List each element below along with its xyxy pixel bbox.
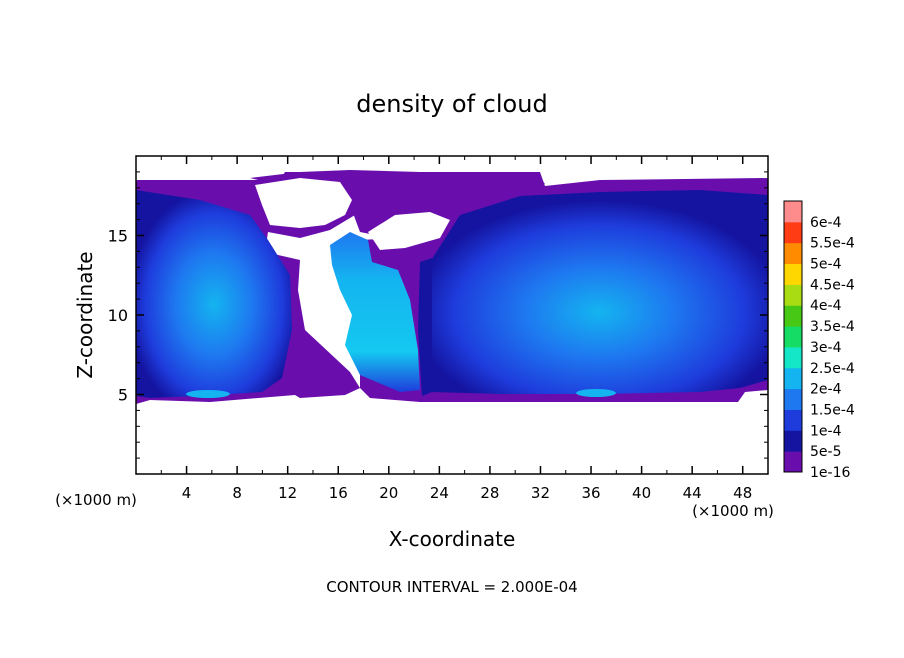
- density-lens-right: [576, 389, 616, 397]
- colorbar-label: 2.5e-4: [810, 361, 855, 377]
- x-tick-label: 20: [379, 484, 398, 502]
- colorbar-swatch: [784, 451, 802, 473]
- y-axis-label: Z-coordinate: [73, 251, 97, 378]
- x-tick-label: 40: [632, 484, 651, 502]
- colorbar-swatch: [784, 388, 802, 410]
- colorbar-label: 5e-5: [810, 444, 841, 460]
- colorbar-swatch: [784, 430, 802, 452]
- central-plume: [330, 232, 420, 392]
- cloud-gap: [255, 178, 352, 228]
- colorbar: 1e-16 5e-5 1e-4 1.5e-4 2e-4 2.5e-4 3e-4 3.5e-4 4…: [783, 200, 855, 481]
- colorbar-swatch: [784, 346, 802, 369]
- colorbar-label: 3.5e-4: [810, 319, 855, 335]
- colorbar-swatch: [784, 326, 802, 348]
- colorbar-swatch: [784, 305, 802, 327]
- colorbar-label: 2e-4: [810, 382, 842, 398]
- x-axis: 4 8 12 16 20 24 28 32 36 40 44 48: [160, 156, 752, 502]
- plot-area: [136, 156, 768, 474]
- x-tick-label: 12: [278, 484, 297, 502]
- colorbar-swatch: [784, 284, 802, 306]
- colorbar-label: 1e-4: [810, 423, 842, 439]
- y-tick-label: 15: [108, 227, 128, 246]
- colorbar-label: 6e-4: [810, 215, 842, 231]
- x-unit-left: (×1000 m): [55, 491, 137, 509]
- plume-stem: [418, 258, 432, 396]
- y-tick-label: 10: [108, 306, 128, 325]
- colorbar-label: 3e-4: [810, 340, 842, 356]
- contour-interval-note: CONTOUR INTERVAL = 2.000E-04: [326, 578, 577, 596]
- colorbar-label: 4e-4: [810, 298, 842, 314]
- cloud-gap-2: [368, 212, 450, 250]
- chart-title: density of cloud: [356, 90, 547, 118]
- colorbar-label: 1e-16: [810, 465, 850, 481]
- colorbar-swatch: [784, 201, 802, 223]
- colorbar-swatch: [784, 409, 802, 431]
- colorbar-label: 5e-4: [810, 257, 842, 273]
- x-tick-label: 16: [329, 484, 348, 502]
- y-axis: 5 10 15: [108, 171, 768, 459]
- colorbar-label: 5.5e-4: [810, 236, 855, 252]
- colorbar-swatch: [784, 242, 802, 265]
- x-tick-label: 24: [430, 484, 449, 502]
- colorbar-label: 1.5e-4: [810, 402, 855, 418]
- density-lens-left: [186, 390, 230, 398]
- colorbar-swatch: [784, 221, 802, 244]
- colorbar-swatch: [784, 263, 802, 285]
- x-tick-label: 8: [232, 484, 242, 502]
- x-tick-label: 48: [733, 484, 752, 502]
- colorbar-swatch: [784, 367, 802, 390]
- x-axis-label: X-coordinate: [389, 527, 516, 551]
- x-tick-label: 44: [683, 484, 702, 502]
- x-tick-label: 32: [531, 484, 550, 502]
- colorbar-label: 4.5e-4: [810, 277, 855, 293]
- y-tick-label: 5: [118, 386, 128, 405]
- right-cloud-body: [430, 190, 768, 394]
- x-tick-label: 28: [480, 484, 499, 502]
- x-tick-label: 4: [182, 484, 192, 502]
- x-tick-label: 36: [581, 484, 600, 502]
- colorbar-frame: [783, 200, 803, 473]
- left-cloud-body: [136, 190, 292, 398]
- x-unit-right: (×1000 m): [692, 502, 774, 520]
